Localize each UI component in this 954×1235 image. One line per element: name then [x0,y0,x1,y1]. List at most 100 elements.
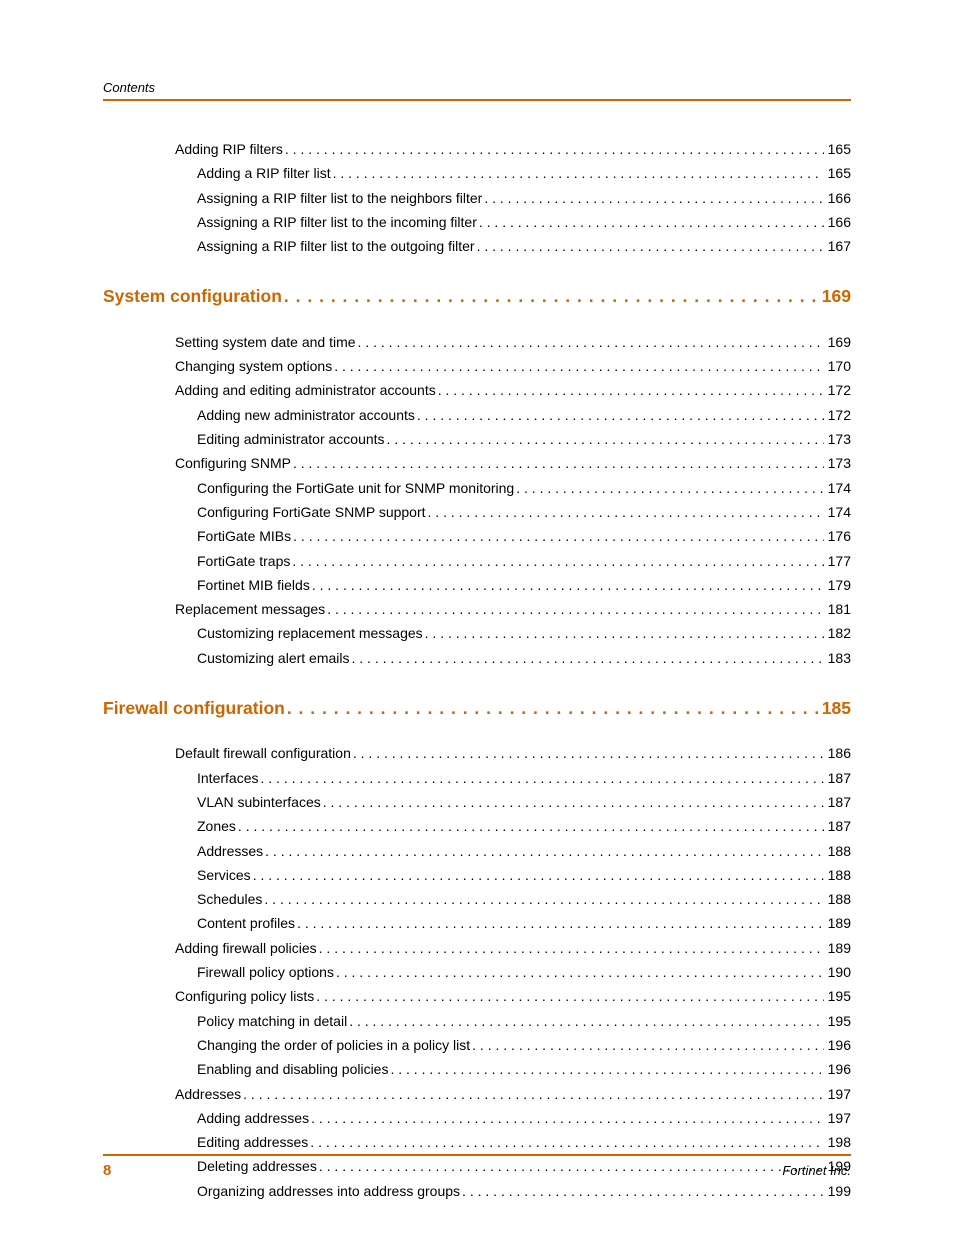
toc-entry[interactable]: Addresses. . . . . . . . . . . . . . . .… [175,1084,851,1104]
toc-entry[interactable]: Policy matching in detail. . . . . . . .… [197,1011,851,1031]
toc-entry-label: Zones [197,816,236,836]
toc-entry-label: Setting system date and time [175,332,356,352]
toc-leader-dots: . . . . . . . . . . . . . . . . . . . . … [309,1108,824,1128]
toc-entry-label: Configuring the FortiGate unit for SNMP … [197,478,514,498]
toc-entry-page: 188 [824,889,851,909]
toc-entry[interactable]: Adding a RIP filter list. . . . . . . . … [197,163,851,183]
header-label: Contents [103,80,851,95]
toc-entry-label: Assigning a RIP filter list to the neigh… [197,188,482,208]
toc-section-heading[interactable]: System configuration . . . . . . . . . .… [103,284,851,309]
toc-entry-page: 185 [818,696,851,721]
toc-entry[interactable]: Organizing addresses into address groups… [197,1181,851,1201]
toc-entry[interactable]: Services. . . . . . . . . . . . . . . . … [197,865,851,885]
toc-entry-label: Services [197,865,251,885]
toc-entry[interactable]: Default firewall configuration. . . . . … [175,743,851,763]
toc-leader-dots: . . . . . . . . . . . . . . . . . . . . … [290,551,823,571]
toc-leader-dots: . . . . . . . . . . . . . . . . . . . . … [436,380,824,400]
toc-entry[interactable]: Configuring the FortiGate unit for SNMP … [197,478,851,498]
footer-page-number: 8 [103,1162,111,1179]
toc-entry-page: 197 [824,1108,851,1128]
toc-leader-dots: . . . . . . . . . . . . . . . . . . . . … [263,841,823,861]
toc-entry-label: Customizing replacement messages [197,623,423,643]
toc-entry-page: 190 [824,962,851,982]
toc-entry-page: 176 [824,526,851,546]
toc-entry[interactable]: Editing administrator accounts. . . . . … [197,429,851,449]
toc-leader-dots: . . . . . . . . . . . . . . . . . . . . … [241,1084,823,1104]
toc-entry[interactable]: Schedules. . . . . . . . . . . . . . . .… [197,889,851,909]
toc-entry[interactable]: Customizing replacement messages. . . . … [197,623,851,643]
toc-leader-dots: . . . . . . . . . . . . . . . . . . . . … [283,139,824,159]
toc-entry[interactable]: Content profiles. . . . . . . . . . . . … [197,913,851,933]
toc-entry-label: Firewall configuration [103,696,285,721]
toc-entry-page: 188 [824,865,851,885]
toc-entry[interactable]: Interfaces. . . . . . . . . . . . . . . … [197,768,851,788]
toc-entry[interactable]: Adding firewall policies. . . . . . . . … [175,938,851,958]
toc-entry-label: System configuration [103,284,282,309]
toc-entry-page: 182 [824,623,851,643]
toc-entry[interactable]: Zones. . . . . . . . . . . . . . . . . .… [197,816,851,836]
toc-leader-dots: . . . . . . . . . . . . . . . . . . . . … [423,623,824,643]
toc-leader-dots: . . . . . . . . . . . . . . . . . . . . … [282,284,818,309]
toc-entry[interactable]: Changing system options. . . . . . . . .… [175,356,851,376]
toc-entry-page: 165 [824,163,851,183]
toc-entry-page: 169 [824,332,851,352]
footer-brand: Fortinet Inc. [782,1163,851,1178]
toc-entry[interactable]: Adding new administrator accounts. . . .… [197,405,851,425]
toc-leader-dots: . . . . . . . . . . . . . . . . . . . . … [356,332,824,352]
toc-entry-page: 196 [824,1035,851,1055]
toc-entry[interactable]: Adding and editing administrator account… [175,380,851,400]
toc-entry[interactable]: Customizing alert emails. . . . . . . . … [197,648,851,668]
toc-entry[interactable]: Editing addresses. . . . . . . . . . . .… [197,1132,851,1152]
toc-entry-page: 189 [824,913,851,933]
toc-entry-page: 189 [824,938,851,958]
toc-leader-dots: . . . . . . . . . . . . . . . . . . . . … [310,575,824,595]
toc-entry-page: 172 [824,405,851,425]
toc-entry[interactable]: Configuring policy lists. . . . . . . . … [175,986,851,1006]
toc-entry-label: Adding addresses [197,1108,309,1128]
toc-leader-dots: . . . . . . . . . . . . . . . . . . . . … [317,938,824,958]
toc-entry[interactable]: Assigning a RIP filter list to the incom… [197,212,851,232]
toc-entry[interactable]: Enabling and disabling policies. . . . .… [197,1059,851,1079]
toc-leader-dots: . . . . . . . . . . . . . . . . . . . . … [347,1011,823,1031]
toc-entry-page: 183 [824,648,851,668]
toc-entry-label: Configuring SNMP [175,453,291,473]
toc-entry-label: Adding RIP filters [175,139,283,159]
toc-entry-page: 166 [824,212,851,232]
toc-leader-dots: . . . . . . . . . . . . . . . . . . . . … [426,502,824,522]
toc-entry[interactable]: Configuring SNMP. . . . . . . . . . . . … [175,453,851,473]
toc-entry[interactable]: Replacement messages. . . . . . . . . . … [175,599,851,619]
toc-entry-label: Adding a RIP filter list [197,163,331,183]
toc-entry[interactable]: FortiGate MIBs. . . . . . . . . . . . . … [197,526,851,546]
toc-entry-label: Adding and editing administrator account… [175,380,436,400]
toc-entry-label: Editing administrator accounts [197,429,385,449]
toc-entry-page: 197 [824,1084,851,1104]
page-container: Contents Adding RIP filters. . . . . . .… [0,0,954,1235]
toc-leader-dots: . . . . . . . . . . . . . . . . . . . . … [295,913,824,933]
toc-entry[interactable]: Adding RIP filters. . . . . . . . . . . … [175,139,851,159]
toc-entry[interactable]: VLAN subinterfaces. . . . . . . . . . . … [197,792,851,812]
toc-entry[interactable]: Addresses. . . . . . . . . . . . . . . .… [197,841,851,861]
toc-entry[interactable]: Changing the order of policies in a poli… [197,1035,851,1055]
toc-entry-label: Schedules [197,889,262,909]
toc-entry-label: Addresses [197,841,263,861]
toc-leader-dots: . . . . . . . . . . . . . . . . . . . . … [514,478,823,498]
toc-entry[interactable]: Assigning a RIP filter list to the neigh… [197,188,851,208]
toc-entry-page: 174 [824,478,851,498]
toc-section-heading[interactable]: Firewall configuration . . . . . . . . .… [103,696,851,721]
toc-leader-dots: . . . . . . . . . . . . . . . . . . . . … [415,405,824,425]
toc-leader-dots: . . . . . . . . . . . . . . . . . . . . … [470,1035,823,1055]
toc-entry[interactable]: Firewall policy options. . . . . . . . .… [197,962,851,982]
toc-entry[interactable]: Fortinet MIB fields. . . . . . . . . . .… [197,575,851,595]
toc-entry[interactable]: Setting system date and time. . . . . . … [175,332,851,352]
toc-entry[interactable]: Adding addresses. . . . . . . . . . . . … [197,1108,851,1128]
toc-entry-label: Configuring FortiGate SNMP support [197,502,426,522]
toc-entry-page: 195 [824,1011,851,1031]
toc-entry[interactable]: FortiGate traps. . . . . . . . . . . . .… [197,551,851,571]
toc-entry[interactable]: Assigning a RIP filter list to the outgo… [197,236,851,256]
toc-entry-label: Firewall policy options [197,962,334,982]
toc-entry-page: 186 [824,743,851,763]
toc-leader-dots: . . . . . . . . . . . . . . . . . . . . … [332,356,823,376]
toc-entry-label: Policy matching in detail [197,1011,347,1031]
toc-entry[interactable]: Configuring FortiGate SNMP support. . . … [197,502,851,522]
toc-leader-dots: . . . . . . . . . . . . . . . . . . . . … [291,453,824,473]
